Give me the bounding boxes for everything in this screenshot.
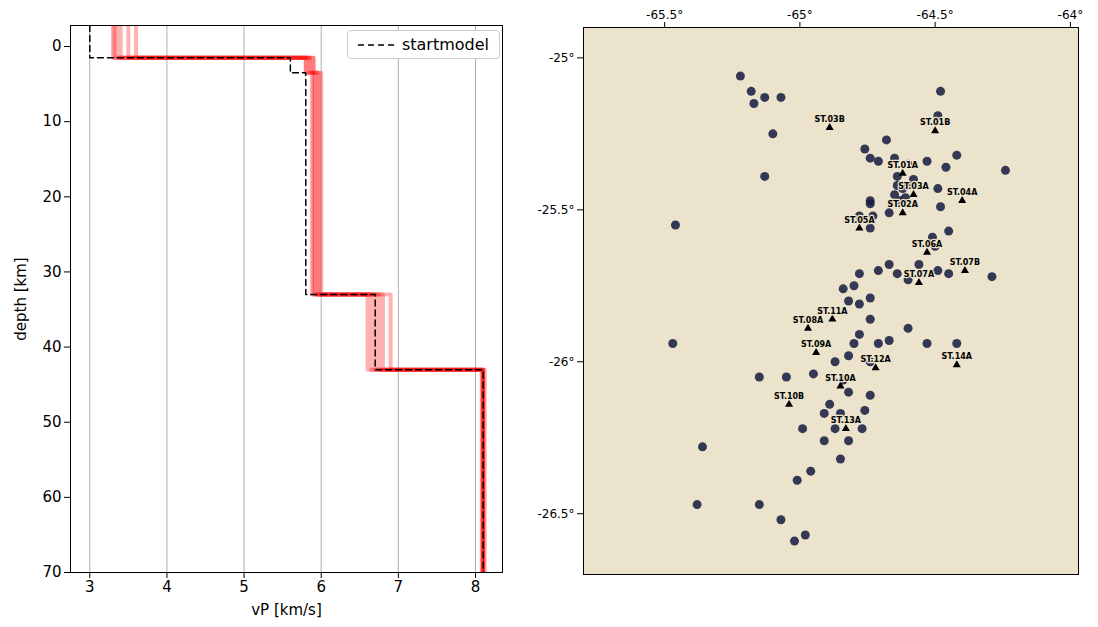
svg-text:ST.08A: ST.08A <box>793 316 824 325</box>
svg-text:-65°: -65° <box>787 8 813 22</box>
svg-text:ST.04A: ST.04A <box>947 188 978 197</box>
html-text:startmodel: startmodel <box>401 35 489 54</box>
svg-text:ST.02A: ST.02A <box>887 200 918 209</box>
svg-text:ST.12A: ST.12A <box>860 355 891 364</box>
svg-text:-64.5°: -64.5° <box>917 8 954 22</box>
svg-text:7: 7 <box>394 578 404 596</box>
svg-text:30: 30 <box>42 263 61 281</box>
svg-text:-26.5°: -26.5° <box>537 507 574 521</box>
svg-text:-64°: -64° <box>1058 8 1084 22</box>
svg-text:20: 20 <box>42 188 61 206</box>
svg-text:ST.07B: ST.07B <box>950 258 980 267</box>
svg-text:4: 4 <box>162 578 172 596</box>
svg-text:-26°: -26° <box>549 355 575 369</box>
svg-text:vP [km/s]: vP [km/s] <box>251 601 322 619</box>
svg-text:40: 40 <box>42 338 61 356</box>
svg-text:ST.11A: ST.11A <box>817 307 848 316</box>
svg-text:ST.10A: ST.10A <box>825 374 856 383</box>
svg-text:ST.07A: ST.07A <box>904 270 935 279</box>
svg-text:-25°: -25° <box>549 51 575 65</box>
svg-text:-25.5°: -25.5° <box>537 203 574 217</box>
svg-text:ST.01A: ST.01A <box>887 161 918 170</box>
svg-text:ST.03A: ST.03A <box>898 182 929 191</box>
svg-text:-65.5°: -65.5° <box>646 8 683 22</box>
svg-text:60: 60 <box>42 488 61 506</box>
svg-text:6: 6 <box>316 578 326 596</box>
svg-text:ST.05A: ST.05A <box>844 216 875 225</box>
svg-text:ST.03B: ST.03B <box>815 115 845 124</box>
svg-text:50: 50 <box>42 413 61 431</box>
svg-text:ST.14A: ST.14A <box>942 352 973 361</box>
svg-text:ST.01B: ST.01B <box>920 118 950 127</box>
svg-text:70: 70 <box>42 563 61 581</box>
svg-text:ST.06A: ST.06A <box>912 240 943 249</box>
svg-text:ST.13A: ST.13A <box>831 416 862 425</box>
svg-text:8: 8 <box>471 578 481 596</box>
svg-text:10: 10 <box>42 112 61 130</box>
svg-text:depth [km]: depth [km] <box>12 257 30 340</box>
svg-text:ST.09A: ST.09A <box>801 340 832 349</box>
svg-text:0: 0 <box>52 37 62 55</box>
svg-text:ST.10B: ST.10B <box>774 392 804 401</box>
svg-text:5: 5 <box>239 578 249 596</box>
svg-text:3: 3 <box>85 578 95 596</box>
